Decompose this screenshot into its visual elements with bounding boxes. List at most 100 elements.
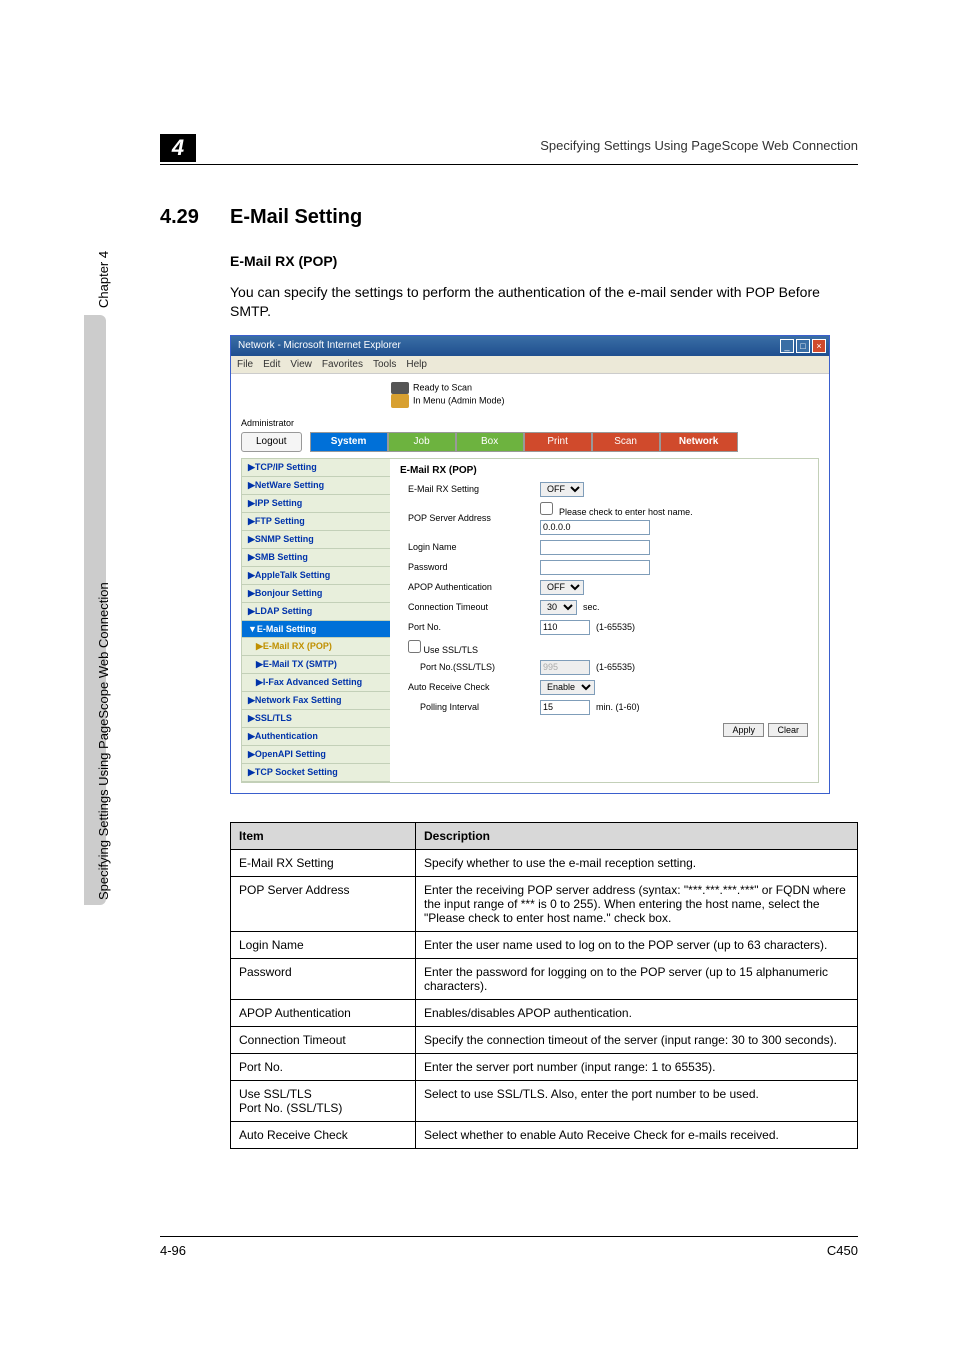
table-row: Auto Receive CheckSelect whether to enab…	[231, 1121, 858, 1148]
field-label: Auto Receive Check	[400, 682, 540, 692]
table-cell-item: E-Mail RX Setting	[231, 849, 416, 876]
status-menu: In Menu (Admin Mode)	[413, 395, 505, 405]
apply-button[interactable]: Apply	[723, 723, 764, 737]
tab-print[interactable]: Print	[524, 432, 592, 452]
status-ready: Ready to Scan	[413, 382, 472, 392]
select-input[interactable]: OFF	[540, 580, 584, 595]
checkbox-label: Use SSL/TLS	[421, 645, 478, 655]
sidebar-item[interactable]: ▶Authentication	[242, 728, 390, 746]
window-controls: _ □ ×	[780, 339, 826, 353]
text-input	[540, 660, 590, 675]
printer-icon	[391, 394, 409, 408]
sidebar-subitem[interactable]: ▶I-Fax Advanced Setting	[242, 674, 390, 692]
sidebar-item[interactable]: ▶Bonjour Setting	[242, 585, 390, 603]
field-label: Port No.	[400, 622, 540, 632]
sidebar-subitem[interactable]: ▶E-Mail TX (SMTP)	[242, 656, 390, 674]
sidebar-item[interactable]: ▼E-Mail Setting	[242, 621, 390, 638]
checkbox-input[interactable]	[540, 502, 553, 515]
side-text: Specifying Settings Using PageScope Web …	[96, 582, 111, 900]
table-cell-item: Port No.	[231, 1053, 416, 1080]
sidebar-item[interactable]: ▶NetWare Setting	[242, 477, 390, 495]
text-input[interactable]	[540, 520, 650, 535]
sidebar-item[interactable]: ▶OpenAPI Setting	[242, 746, 390, 764]
table-cell-item: POP Server Address	[231, 876, 416, 931]
table-cell-item: Connection Timeout	[231, 1026, 416, 1053]
field-control	[540, 540, 650, 555]
field-control: OFF	[540, 482, 584, 497]
sidebar-item[interactable]: ▶IPP Setting	[242, 495, 390, 513]
field-control: (1-65535)	[540, 660, 635, 675]
table-row: Use SSL/TLS Port No. (SSL/TLS)Select to …	[231, 1080, 858, 1121]
sidebar-item[interactable]: ▶SSL/TLS	[242, 710, 390, 728]
maximize-icon[interactable]: □	[796, 339, 810, 353]
header-divider	[160, 164, 858, 165]
section-subtitle: E-Mail RX (POP)	[230, 253, 858, 269]
scanner-icon	[391, 382, 409, 394]
tab-network[interactable]: Network	[660, 432, 738, 452]
minimize-icon[interactable]: _	[780, 339, 794, 353]
menu-view[interactable]: View	[290, 359, 312, 370]
th-desc: Description	[416, 822, 858, 849]
menu-file[interactable]: File	[237, 359, 253, 370]
text-input[interactable]	[540, 700, 590, 715]
field-control: min. (1-60)	[540, 700, 640, 715]
field-control: Please check to enter host name.	[540, 502, 693, 535]
sidebar-subitem[interactable]: ▶E-Mail RX (POP)	[242, 638, 390, 656]
field-label: POP Server Address	[400, 513, 540, 523]
checkbox-input[interactable]	[408, 640, 421, 653]
section-number: 4.29	[160, 206, 230, 229]
text-input[interactable]	[540, 620, 590, 635]
table-cell-item: Auto Receive Check	[231, 1121, 416, 1148]
field-control: OFF	[540, 580, 584, 595]
field-label: Use SSL/TLS	[400, 640, 540, 655]
intro-text: You can specify the settings to perform …	[230, 283, 858, 321]
field-label: Password	[400, 562, 540, 572]
table-cell-desc: Select whether to enable Auto Receive Ch…	[416, 1121, 858, 1148]
sidebar-item[interactable]: ▶SNMP Setting	[242, 531, 390, 549]
settings-panel: E-Mail RX (POP) E-Mail RX SettingOFFPOP …	[390, 459, 818, 782]
select-input[interactable]: Enable	[540, 680, 595, 695]
tab-box[interactable]: Box	[456, 432, 524, 452]
menu-help[interactable]: Help	[406, 359, 427, 370]
browser-title: Network - Microsoft Internet Explorer	[234, 340, 401, 351]
footer: 4-96 C450	[160, 1236, 858, 1258]
sidebar-item[interactable]: ▶TCP Socket Setting	[242, 764, 390, 782]
field-label: Polling Interval	[400, 702, 540, 712]
field-unit: sec.	[583, 602, 600, 612]
table-cell-item: Login Name	[231, 931, 416, 958]
sidebar-item[interactable]: ▶LDAP Setting	[242, 603, 390, 621]
field-control	[540, 560, 650, 575]
tab-system[interactable]: System	[310, 432, 388, 452]
tab-scan[interactable]: Scan	[592, 432, 660, 452]
browser-window: Network - Microsoft Internet Explorer _ …	[230, 335, 830, 794]
select-input[interactable]: 30	[540, 600, 577, 615]
sidebar-item[interactable]: ▶FTP Setting	[242, 513, 390, 531]
text-input[interactable]	[540, 560, 650, 575]
field-control: (1-65535)	[540, 620, 635, 635]
field-note: Please check to enter host name.	[559, 507, 693, 517]
sidebar-item[interactable]: ▶SMB Setting	[242, 549, 390, 567]
field-label: Port No.(SSL/TLS)	[400, 662, 540, 672]
tab-job[interactable]: Job	[388, 432, 456, 452]
menu-edit[interactable]: Edit	[263, 359, 280, 370]
table-cell-desc: Enter the server port number (input rang…	[416, 1053, 858, 1080]
table-cell-desc: Specify the connection timeout of the se…	[416, 1026, 858, 1053]
menu-tools[interactable]: Tools	[373, 359, 396, 370]
clear-button[interactable]: Clear	[768, 723, 808, 737]
text-input[interactable]	[540, 540, 650, 555]
select-input[interactable]: OFF	[540, 482, 584, 497]
admin-label: Administrator	[241, 418, 819, 428]
close-icon[interactable]: ×	[812, 339, 826, 353]
logout-button[interactable]: Logout	[241, 432, 302, 452]
menu-favorites[interactable]: Favorites	[322, 359, 363, 370]
th-item: Item	[231, 822, 416, 849]
sidebar-item[interactable]: ▶Network Fax Setting	[242, 692, 390, 710]
footer-right: C450	[827, 1243, 858, 1258]
field-range: min. (1-60)	[596, 702, 640, 712]
sidebar-item[interactable]: ▶TCP/IP Setting	[242, 459, 390, 477]
field-label: Connection Timeout	[400, 602, 540, 612]
table-cell-desc: Enter the user name used to log on to th…	[416, 931, 858, 958]
tab-row: Logout System Job Box Print Scan Network	[241, 432, 819, 452]
sidebar-item[interactable]: ▶AppleTalk Setting	[242, 567, 390, 585]
browser-content: Ready to Scan In Menu (Admin Mode) Admin…	[231, 374, 829, 793]
